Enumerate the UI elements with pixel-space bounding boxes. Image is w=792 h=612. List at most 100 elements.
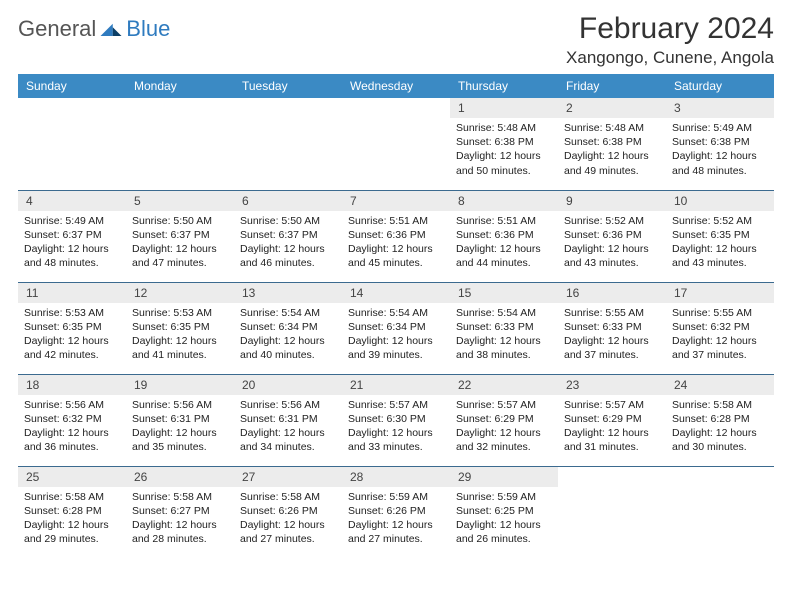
day-number: 12: [126, 283, 234, 303]
day-number: 13: [234, 283, 342, 303]
calendar-cell: 18Sunrise: 5:56 AM Sunset: 6:32 PM Dayli…: [18, 374, 126, 466]
calendar-cell: 28Sunrise: 5:59 AM Sunset: 6:26 PM Dayli…: [342, 466, 450, 558]
calendar-cell: 25Sunrise: 5:58 AM Sunset: 6:28 PM Dayli…: [18, 466, 126, 558]
logo-mark-icon: [100, 22, 122, 36]
day-details: Sunrise: 5:58 AM Sunset: 6:26 PM Dayligh…: [234, 487, 342, 551]
day-details: Sunrise: 5:52 AM Sunset: 6:36 PM Dayligh…: [558, 211, 666, 275]
day-details: Sunrise: 5:51 AM Sunset: 6:36 PM Dayligh…: [450, 211, 558, 275]
calendar-cell: 16Sunrise: 5:55 AM Sunset: 6:33 PM Dayli…: [558, 282, 666, 374]
day-number: 27: [234, 467, 342, 487]
calendar-cell: 22Sunrise: 5:57 AM Sunset: 6:29 PM Dayli…: [450, 374, 558, 466]
day-details: Sunrise: 5:59 AM Sunset: 6:26 PM Dayligh…: [342, 487, 450, 551]
day-details: Sunrise: 5:54 AM Sunset: 6:34 PM Dayligh…: [234, 303, 342, 367]
header: General Blue February 2024 Xangongo, Cun…: [18, 12, 774, 68]
calendar-cell: 23Sunrise: 5:57 AM Sunset: 6:29 PM Dayli…: [558, 374, 666, 466]
logo: General Blue: [18, 16, 170, 42]
calendar-cell: ..: [18, 98, 126, 190]
day-details: Sunrise: 5:55 AM Sunset: 6:32 PM Dayligh…: [666, 303, 774, 367]
day-details: Sunrise: 5:55 AM Sunset: 6:33 PM Dayligh…: [558, 303, 666, 367]
calendar-cell: 7Sunrise: 5:51 AM Sunset: 6:36 PM Daylig…: [342, 190, 450, 282]
calendar-cell: 15Sunrise: 5:54 AM Sunset: 6:33 PM Dayli…: [450, 282, 558, 374]
weekday-header: Tuesday: [234, 74, 342, 98]
calendar-cell: ..: [342, 98, 450, 190]
day-number: 17: [666, 283, 774, 303]
day-details: Sunrise: 5:56 AM Sunset: 6:32 PM Dayligh…: [18, 395, 126, 459]
day-details: Sunrise: 5:58 AM Sunset: 6:28 PM Dayligh…: [18, 487, 126, 551]
calendar-cell: 17Sunrise: 5:55 AM Sunset: 6:32 PM Dayli…: [666, 282, 774, 374]
calendar-cell: 14Sunrise: 5:54 AM Sunset: 6:34 PM Dayli…: [342, 282, 450, 374]
day-details: Sunrise: 5:53 AM Sunset: 6:35 PM Dayligh…: [18, 303, 126, 367]
calendar-cell: 9Sunrise: 5:52 AM Sunset: 6:36 PM Daylig…: [558, 190, 666, 282]
calendar-cell: 2Sunrise: 5:48 AM Sunset: 6:38 PM Daylig…: [558, 98, 666, 190]
calendar-cell: 11Sunrise: 5:53 AM Sunset: 6:35 PM Dayli…: [18, 282, 126, 374]
day-details: Sunrise: 5:57 AM Sunset: 6:29 PM Dayligh…: [450, 395, 558, 459]
day-details: Sunrise: 5:58 AM Sunset: 6:28 PM Dayligh…: [666, 395, 774, 459]
calendar-cell: 26Sunrise: 5:58 AM Sunset: 6:27 PM Dayli…: [126, 466, 234, 558]
logo-text-blue: Blue: [126, 16, 170, 42]
calendar-cell: 3Sunrise: 5:49 AM Sunset: 6:38 PM Daylig…: [666, 98, 774, 190]
day-number: 10: [666, 191, 774, 211]
calendar-cell: 27Sunrise: 5:58 AM Sunset: 6:26 PM Dayli…: [234, 466, 342, 558]
calendar-cell: 5Sunrise: 5:50 AM Sunset: 6:37 PM Daylig…: [126, 190, 234, 282]
calendar-cell: ..: [666, 466, 774, 558]
day-number: 26: [126, 467, 234, 487]
calendar-cell: 21Sunrise: 5:57 AM Sunset: 6:30 PM Dayli…: [342, 374, 450, 466]
day-details: Sunrise: 5:48 AM Sunset: 6:38 PM Dayligh…: [558, 118, 666, 182]
day-details: Sunrise: 5:57 AM Sunset: 6:30 PM Dayligh…: [342, 395, 450, 459]
day-details: Sunrise: 5:52 AM Sunset: 6:35 PM Dayligh…: [666, 211, 774, 275]
day-details: Sunrise: 5:58 AM Sunset: 6:27 PM Dayligh…: [126, 487, 234, 551]
day-details: Sunrise: 5:56 AM Sunset: 6:31 PM Dayligh…: [126, 395, 234, 459]
day-number: 2: [558, 98, 666, 118]
day-details: Sunrise: 5:53 AM Sunset: 6:35 PM Dayligh…: [126, 303, 234, 367]
calendar-cell: ..: [234, 98, 342, 190]
weekday-header: Wednesday: [342, 74, 450, 98]
day-details: Sunrise: 5:49 AM Sunset: 6:37 PM Dayligh…: [18, 211, 126, 275]
calendar-cell: 8Sunrise: 5:51 AM Sunset: 6:36 PM Daylig…: [450, 190, 558, 282]
day-number: 6: [234, 191, 342, 211]
day-number: 20: [234, 375, 342, 395]
day-details: Sunrise: 5:54 AM Sunset: 6:33 PM Dayligh…: [450, 303, 558, 367]
day-number: 25: [18, 467, 126, 487]
day-number: 19: [126, 375, 234, 395]
calendar-cell: ..: [126, 98, 234, 190]
weekday-header: Friday: [558, 74, 666, 98]
day-details: Sunrise: 5:50 AM Sunset: 6:37 PM Dayligh…: [126, 211, 234, 275]
weekday-header: Thursday: [450, 74, 558, 98]
calendar-cell: 1Sunrise: 5:48 AM Sunset: 6:38 PM Daylig…: [450, 98, 558, 190]
day-details: Sunrise: 5:54 AM Sunset: 6:34 PM Dayligh…: [342, 303, 450, 367]
calendar-cell: 19Sunrise: 5:56 AM Sunset: 6:31 PM Dayli…: [126, 374, 234, 466]
calendar-cell: 10Sunrise: 5:52 AM Sunset: 6:35 PM Dayli…: [666, 190, 774, 282]
day-number: 28: [342, 467, 450, 487]
day-details: Sunrise: 5:59 AM Sunset: 6:25 PM Dayligh…: [450, 487, 558, 551]
calendar-cell: 6Sunrise: 5:50 AM Sunset: 6:37 PM Daylig…: [234, 190, 342, 282]
day-details: Sunrise: 5:56 AM Sunset: 6:31 PM Dayligh…: [234, 395, 342, 459]
calendar-cell: 20Sunrise: 5:56 AM Sunset: 6:31 PM Dayli…: [234, 374, 342, 466]
day-number: 4: [18, 191, 126, 211]
day-number: 18: [18, 375, 126, 395]
weekday-header: Saturday: [666, 74, 774, 98]
day-details: Sunrise: 5:49 AM Sunset: 6:38 PM Dayligh…: [666, 118, 774, 182]
calendar-cell: ..: [558, 466, 666, 558]
calendar-table: SundayMondayTuesdayWednesdayThursdayFrid…: [18, 74, 774, 558]
day-number: 11: [18, 283, 126, 303]
day-number: 1: [450, 98, 558, 118]
day-number: 14: [342, 283, 450, 303]
weekday-header: Monday: [126, 74, 234, 98]
calendar-cell: 12Sunrise: 5:53 AM Sunset: 6:35 PM Dayli…: [126, 282, 234, 374]
day-details: Sunrise: 5:50 AM Sunset: 6:37 PM Dayligh…: [234, 211, 342, 275]
calendar-cell: 13Sunrise: 5:54 AM Sunset: 6:34 PM Dayli…: [234, 282, 342, 374]
day-details: Sunrise: 5:48 AM Sunset: 6:38 PM Dayligh…: [450, 118, 558, 182]
calendar-cell: 4Sunrise: 5:49 AM Sunset: 6:37 PM Daylig…: [18, 190, 126, 282]
day-number: 16: [558, 283, 666, 303]
day-number: 15: [450, 283, 558, 303]
day-number: 3: [666, 98, 774, 118]
day-number: 9: [558, 191, 666, 211]
day-number: 22: [450, 375, 558, 395]
calendar-cell: 24Sunrise: 5:58 AM Sunset: 6:28 PM Dayli…: [666, 374, 774, 466]
day-number: 29: [450, 467, 558, 487]
calendar-cell: 29Sunrise: 5:59 AM Sunset: 6:25 PM Dayli…: [450, 466, 558, 558]
day-number: 8: [450, 191, 558, 211]
logo-text-general: General: [18, 16, 96, 42]
day-number: 21: [342, 375, 450, 395]
day-details: Sunrise: 5:57 AM Sunset: 6:29 PM Dayligh…: [558, 395, 666, 459]
